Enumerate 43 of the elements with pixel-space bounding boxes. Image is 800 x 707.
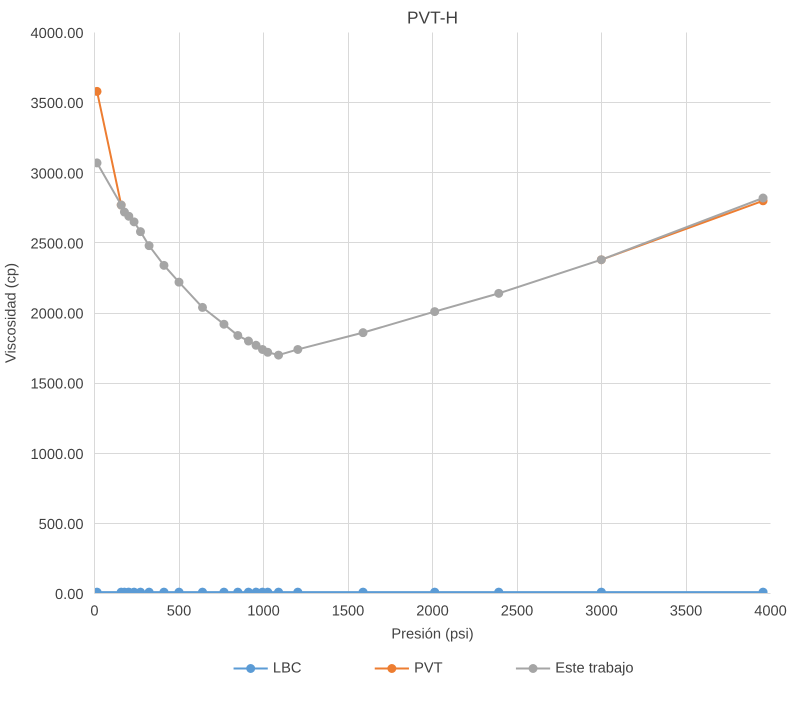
- point: [219, 320, 228, 329]
- y-axis-title: Viscosidad (cp): [4, 263, 20, 363]
- point: [94, 86, 102, 96]
- x-tick-label: 0: [90, 604, 99, 620]
- legend-label: Este trabajo: [555, 660, 634, 676]
- point: [358, 328, 368, 338]
- y-tick-label: 2500.00: [30, 236, 84, 252]
- x-axis-title: Presión (psi): [391, 626, 474, 642]
- x-tick-label: 3000: [585, 604, 618, 620]
- x-tick-label: 1500: [332, 604, 364, 620]
- x-tick-label: 2500: [500, 604, 534, 620]
- point: [430, 307, 440, 316]
- point: [198, 302, 207, 312]
- legend-label: LBC: [272, 660, 302, 676]
- x-tick-label: 500: [166, 604, 192, 620]
- y-tick-label: 500.00: [38, 516, 84, 533]
- point: [244, 336, 253, 346]
- point: [293, 344, 302, 354]
- point: [263, 348, 272, 357]
- point: [758, 194, 768, 202]
- point: [124, 212, 134, 221]
- y-tick-label: 3000.00: [30, 166, 84, 182]
- legend-label: PVT: [414, 660, 443, 676]
- point: [130, 217, 139, 226]
- y-tick-label: 3500.00: [30, 96, 84, 112]
- y-tick-label: 2000.00: [30, 306, 84, 322]
- x-tick-label: 4000: [754, 604, 787, 620]
- point: [159, 260, 168, 270]
- point: [136, 227, 145, 236]
- y-tick-label: 1000.00: [30, 446, 84, 463]
- point: [274, 350, 284, 360]
- chart-title: PVT-H: [406, 8, 458, 28]
- point: [494, 288, 504, 298]
- x-tick-label: 1000: [247, 604, 280, 620]
- y-tick-label: 1500.00: [30, 376, 84, 393]
- point: [252, 340, 261, 350]
- point: [233, 330, 242, 340]
- y-tick-label: 0.00: [54, 587, 84, 603]
- x-tick-label: 2000: [416, 604, 449, 620]
- y-tick-label: 4000.00: [30, 26, 84, 42]
- x-tick-label: 3500: [670, 604, 702, 620]
- point: [144, 241, 154, 250]
- point: [174, 278, 184, 287]
